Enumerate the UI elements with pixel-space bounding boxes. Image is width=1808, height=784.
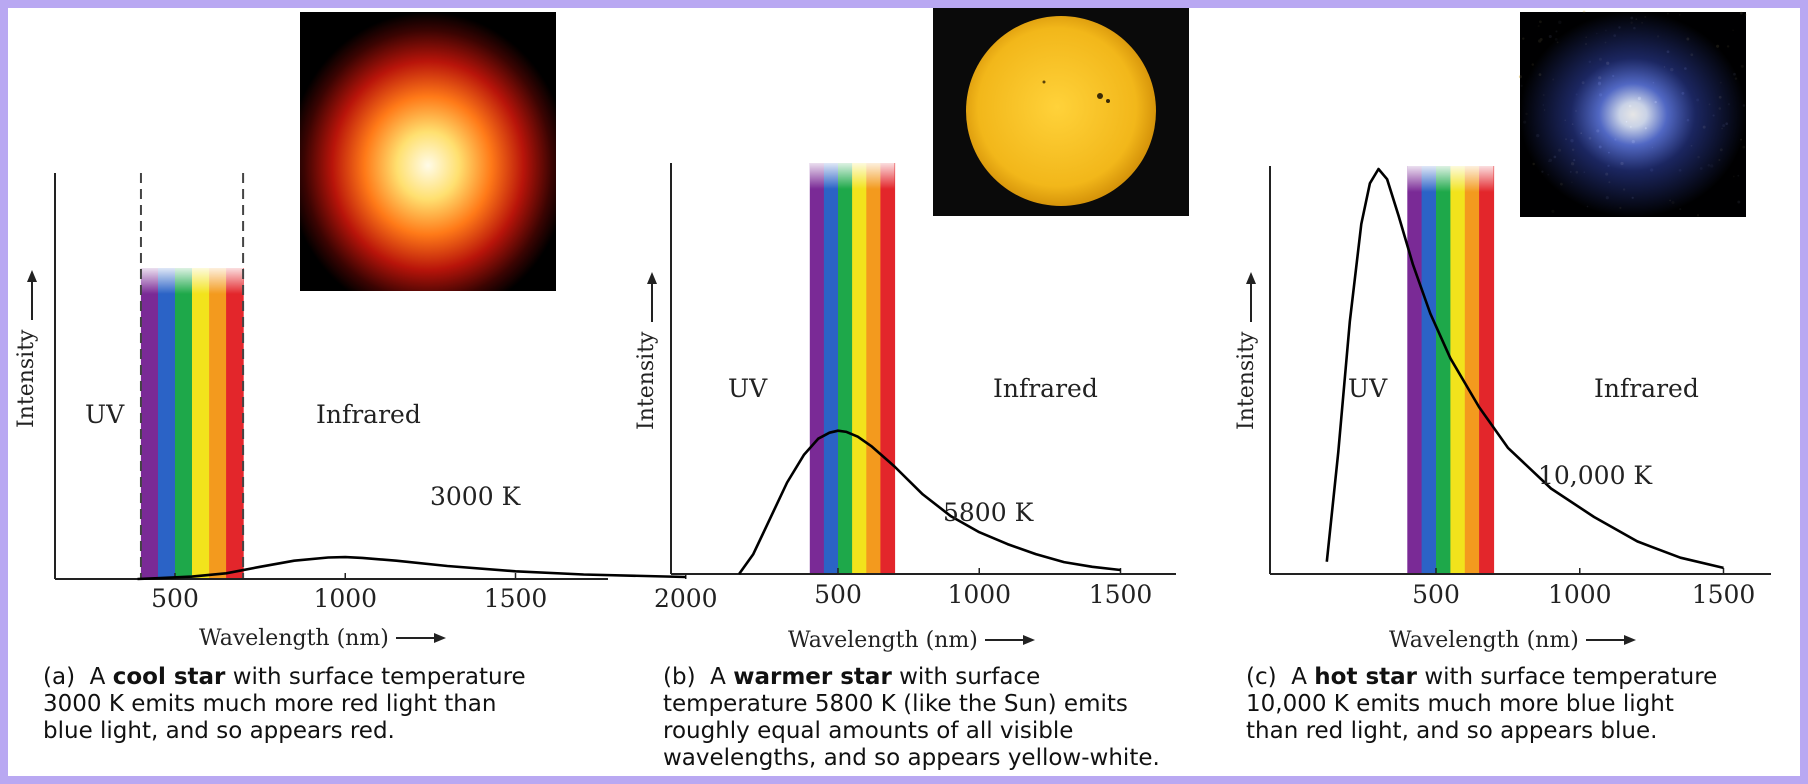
x-tick-label: 500 <box>814 580 862 609</box>
y-axis-arrowhead <box>27 270 37 282</box>
x-tick-label: 500 <box>151 584 199 613</box>
spectrum-band <box>1436 166 1451 574</box>
chart-panel-2: 500 1000 1500 Wavelength (nm) Intensity UV Inf… <box>634 163 1176 653</box>
uv-label: UV <box>728 374 768 403</box>
red-star-image <box>300 12 556 291</box>
y-axis-label: Intensity <box>634 331 659 430</box>
caption-a-bold: cool star <box>112 664 226 690</box>
x-tick-label: 1500 <box>1089 580 1153 609</box>
spectrum-band <box>1407 166 1423 574</box>
y-axis-label: Intensity <box>14 329 39 428</box>
chart-panel-3: 500 1000 1500 Wavelength (nm) Intensity UV Inf… <box>1234 166 1771 653</box>
x-tick-label: 1000 <box>947 580 1011 609</box>
uv-label: UV <box>85 400 125 429</box>
spectrum-fade <box>140 268 244 294</box>
spectrum-band <box>209 268 227 579</box>
x-tick-label: 1500 <box>1692 580 1756 609</box>
caption-c-bold: hot star <box>1314 664 1417 690</box>
x-tick-label: 1000 <box>1548 580 1612 609</box>
spectrum-band <box>880 163 896 574</box>
spectrum-band <box>852 163 867 574</box>
infrared-label: Infrared <box>1594 374 1699 403</box>
x-tick-label: 500 <box>1412 580 1460 609</box>
x-axis-label: Wavelength (nm) <box>788 628 978 653</box>
caption-c-tag: (c) <box>1246 664 1277 690</box>
spectrum-band <box>140 268 159 579</box>
blackbody-figure: 500 1000 1500 2000 Wavelength (nm) Intensity U… <box>14 8 1771 653</box>
y-axis-label: Intensity <box>1234 331 1259 430</box>
x-tick-label: 2000 <box>654 584 718 613</box>
caption-c-pre: A <box>1291 664 1307 690</box>
chart-panel-1: 500 1000 1500 2000 Wavelength (nm) Intensity U… <box>14 173 718 651</box>
caption-b-bold: warmer star <box>733 664 892 690</box>
caption-b-tag: (b) <box>663 664 696 690</box>
caption-c-line3: than red light, and so appears blue. <box>1246 718 1658 744</box>
caption-b-post: with surface <box>899 664 1041 690</box>
spectrum-band <box>866 163 881 574</box>
blackbody-curve <box>1325 167 1724 570</box>
infrared-label: Infrared <box>993 374 1098 403</box>
caption-a-line3: blue light, and so appears red. <box>43 718 395 744</box>
x-axis-arrowhead <box>1023 635 1035 645</box>
caption-c-post: with surface temperature <box>1424 664 1718 690</box>
y-axis-arrowhead <box>1246 272 1256 284</box>
spectrum-band <box>809 163 825 574</box>
temperature-label: 3000 K <box>430 482 522 511</box>
caption-b-pre: A <box>710 664 726 690</box>
spectrum-band <box>1464 166 1480 574</box>
x-axis-arrowhead <box>434 633 446 643</box>
caption-b-line3: roughly equal amounts of all visible <box>663 718 1074 744</box>
y-axis-arrowhead <box>647 272 657 284</box>
spectrum-band <box>1421 166 1437 574</box>
blackbody-curve <box>137 555 686 581</box>
x-axis-label: Wavelength (nm) <box>199 626 389 651</box>
spectrum-band <box>1479 166 1495 574</box>
x-tick-label: 1500 <box>484 584 548 613</box>
x-axis-label: Wavelength (nm) <box>1389 628 1579 653</box>
uv-label: UV <box>1348 374 1388 403</box>
temperature-label: 10,000 K <box>1538 461 1653 490</box>
spectrum-band <box>838 163 853 574</box>
blue-star-image <box>1518 10 1747 217</box>
caption-a-post: with surface temperature <box>232 664 526 690</box>
spectrum-band <box>175 268 193 579</box>
spectrum-band <box>192 268 210 579</box>
spectrum-band <box>823 163 839 574</box>
spectrum-band <box>158 268 176 579</box>
caption-b-line2: temperature 5800 K (like the Sun) emits <box>663 691 1128 717</box>
caption-a-tag: (a) <box>43 664 76 690</box>
sun-image <box>933 8 1189 216</box>
spectrum-band <box>226 268 244 579</box>
x-tick-label: 1000 <box>313 584 377 613</box>
temperature-label: 5800 K <box>943 498 1035 527</box>
infrared-label: Infrared <box>316 400 421 429</box>
x-axis-arrowhead <box>1624 635 1636 645</box>
caption-c-line2: 10,000 K emits much more blue light <box>1246 691 1674 717</box>
caption-b: (b) A warmer star with surface temperatu… <box>663 664 1160 772</box>
spectrum-fade <box>1407 166 1494 192</box>
caption-c: (c) A hot star with surface temperature … <box>1246 664 1717 745</box>
spectrum-fade <box>809 163 895 189</box>
caption-a-pre: A <box>89 664 106 690</box>
caption-b-line4: wavelengths, and so appears yellow-white… <box>663 745 1160 771</box>
caption-a-line2: 3000 K emits much more red light than <box>43 691 497 717</box>
figure-frame: 500 1000 1500 2000 Wavelength (nm) Intensity U… <box>8 8 1800 776</box>
caption-a: (a) A cool star with surface temperature… <box>43 664 526 745</box>
blackbody-curve <box>738 429 1121 575</box>
